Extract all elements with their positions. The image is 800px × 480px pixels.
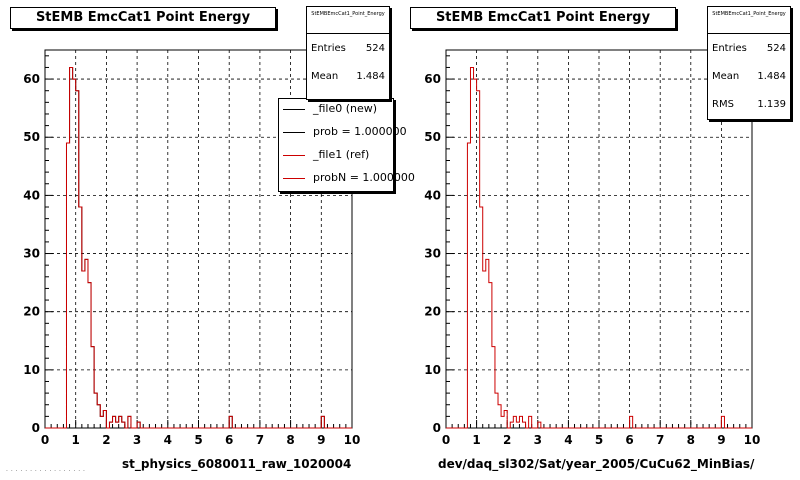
right-stats-entries-label: Entries (712, 43, 747, 54)
legend-swatch-file0 (283, 109, 305, 110)
right-stats-rms-label: RMS (712, 99, 734, 110)
x-tick-label: 3 (133, 433, 141, 447)
y-tick-label: 0 (433, 421, 441, 435)
left-stats-mean-label: Mean (311, 71, 339, 82)
x-tick-label: 6 (225, 433, 233, 447)
left-stats-entries-value: 524 (365, 43, 385, 54)
left-stats-entries-row: Entries 524 (311, 42, 385, 56)
left-chart-title: StEMB EmcCat1 Point Energy (10, 7, 276, 29)
y-tick-label: 50 (424, 130, 441, 144)
legend-label-file1: _file1 (ref) (313, 148, 370, 161)
y-tick-label: 20 (23, 305, 40, 319)
right-stats-rms-value: 1.139 (757, 99, 786, 110)
right-stats-entries-value: 524 (766, 43, 786, 54)
x-tick-label: 7 (256, 433, 264, 447)
legend-label-probn: probN = 1.000000 (313, 171, 415, 184)
x-tick-label: 5 (595, 433, 603, 447)
x-tick-label: 4 (164, 433, 172, 447)
left-x-axis-title: st_physics_6080011_raw_1020004 (122, 457, 352, 471)
x-tick-label: 3 (534, 433, 542, 447)
left-stats-title: StEMBEmcCat1_Point_Energy (311, 11, 385, 17)
x-tick-label: 10 (344, 433, 361, 447)
x-tick-label: 8 (687, 433, 695, 447)
right-stats-mean-label: Mean (712, 71, 740, 82)
right-stats-rms-row: RMS 1.139 (712, 98, 786, 112)
x-tick-label: 1 (472, 433, 480, 447)
histogram-series-primary (446, 66, 752, 429)
x-tick-label: 0 (41, 433, 49, 447)
left-legend: _file0 (new) prob = 1.000000 _file1 (ref… (278, 98, 415, 192)
y-tick-label: 50 (23, 130, 40, 144)
y-tick-label: 40 (424, 188, 441, 202)
x-tick-label: 8 (286, 433, 294, 447)
y-tick-label: 10 (23, 363, 40, 377)
left-stats-mean-value: 1.484 (356, 71, 385, 82)
x-tick-label: 1 (72, 433, 80, 447)
right-chart-title: StEMB EmcCat1 Point Energy (410, 7, 676, 29)
histogram-series-secondary (45, 66, 352, 429)
x-tick-label: 2 (503, 433, 511, 447)
legend-item-probn: probN = 1.000000 (283, 170, 415, 186)
legend-item-file0: _file0 (new) (283, 101, 393, 117)
right-histogram-plot: 0 1 2 3 4 5 6 7 8 9 10 0 10 20 30 40 50 60 (424, 49, 761, 447)
left-stats-entries-label: Entries (311, 43, 346, 54)
x-tick-label: 9 (317, 433, 325, 447)
canvas-footnote: · · · · · · · · · · · · · · · · · (6, 468, 86, 475)
x-tick-label: 7 (656, 433, 664, 447)
x-tick-label: 5 (194, 433, 202, 447)
legend-swatch-probn (283, 178, 305, 179)
x-tick-label: 10 (744, 433, 761, 447)
legend-item-prob: prob = 1.000000 (283, 124, 407, 140)
legend-swatch-file1 (283, 155, 305, 156)
y-tick-label: 30 (424, 247, 441, 261)
left-stats-divider (307, 33, 389, 34)
y-tick-label: 0 (32, 421, 40, 435)
right-stats-box: StEMBEmcCat1_Point_Energy Entries 524 Me… (707, 6, 791, 120)
right-stats-mean-row: Mean 1.484 (712, 70, 786, 84)
y-tick-label: 40 (23, 188, 40, 202)
right-stats-divider (708, 33, 790, 34)
right-stats-mean-value: 1.484 (757, 71, 786, 82)
x-tick-label: 2 (102, 433, 110, 447)
left-stats-box: StEMBEmcCat1_Point_Energy Entries 524 Me… (306, 6, 390, 100)
y-tick-label: 30 (23, 247, 40, 261)
x-tick-label: 9 (717, 433, 725, 447)
y-tick-label: 10 (424, 363, 441, 377)
x-tick-label: 4 (564, 433, 572, 447)
right-stats-entries-row: Entries 524 (712, 42, 786, 56)
x-tick-label: 6 (625, 433, 633, 447)
right-x-axis-title: dev/daq_sl302/Sat/year_2005/CuCu62_MinBi… (438, 457, 755, 471)
y-tick-label: 60 (424, 72, 441, 86)
left-stats-mean-row: Mean 1.484 (311, 70, 385, 84)
right-stats-title: StEMBEmcCat1_Point_Energy (712, 11, 786, 17)
legend-swatch-prob (283, 132, 305, 133)
legend-label-file0: _file0 (new) (313, 102, 378, 115)
y-tick-label: 60 (23, 72, 40, 86)
y-tick-label: 20 (424, 305, 441, 319)
legend-item-file1: _file1 (ref) (283, 147, 393, 163)
legend-label-prob: prob = 1.000000 (313, 125, 407, 138)
x-tick-label: 0 (442, 433, 450, 447)
